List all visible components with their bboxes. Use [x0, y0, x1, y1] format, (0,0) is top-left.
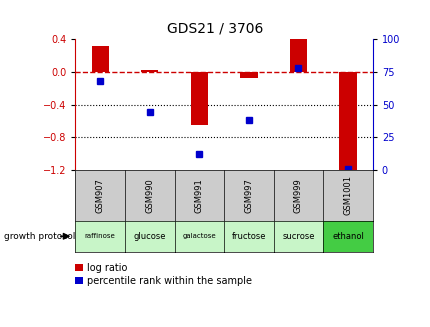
Text: sucrose: sucrose — [282, 232, 314, 241]
Bar — [91, 46, 109, 72]
Text: raffinose: raffinose — [85, 233, 115, 239]
Bar — [141, 70, 158, 72]
Bar — [240, 72, 257, 77]
Text: GSM999: GSM999 — [293, 178, 302, 213]
Text: GSM990: GSM990 — [145, 178, 154, 213]
Bar — [289, 39, 307, 72]
Bar — [190, 72, 208, 125]
Text: GSM1001: GSM1001 — [343, 175, 352, 215]
Bar — [338, 72, 356, 170]
Text: glucose: glucose — [133, 232, 166, 241]
Text: galactose: galactose — [182, 233, 216, 239]
Text: GSM997: GSM997 — [244, 178, 253, 213]
Text: growth protocol: growth protocol — [4, 232, 76, 241]
Text: ethanol: ethanol — [332, 232, 363, 241]
Text: percentile rank within the sample: percentile rank within the sample — [87, 276, 252, 286]
Text: log ratio: log ratio — [87, 263, 128, 273]
Text: fructose: fructose — [231, 232, 266, 241]
Text: GSM907: GSM907 — [95, 178, 104, 213]
Text: GDS21 / 3706: GDS21 / 3706 — [167, 21, 263, 35]
Text: GSM991: GSM991 — [194, 178, 203, 213]
